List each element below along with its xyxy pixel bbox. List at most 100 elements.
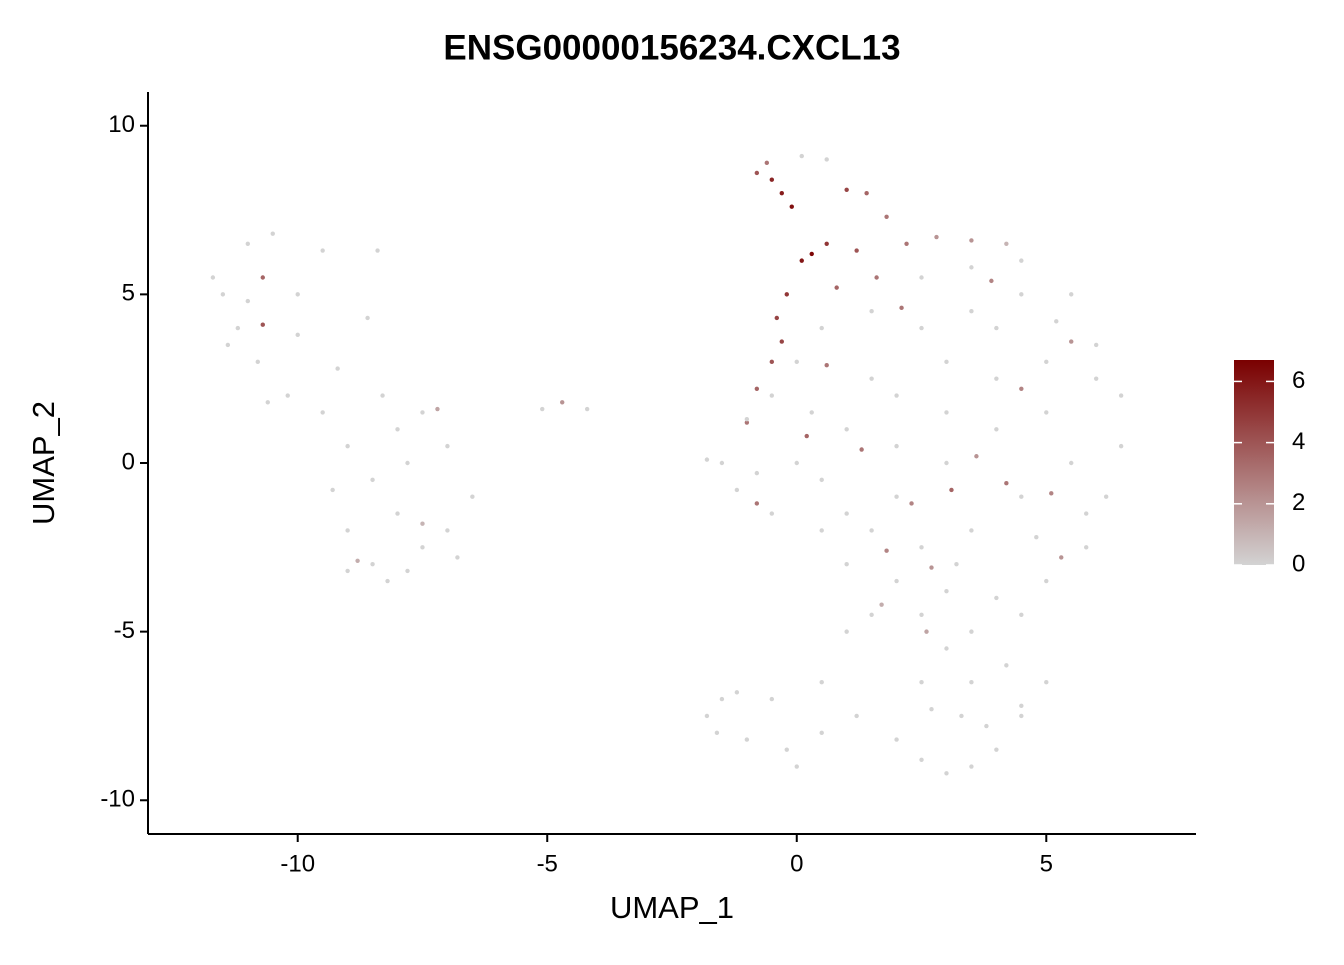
- point: [904, 241, 909, 246]
- colorbar-tick-label: 0: [1292, 550, 1305, 577]
- point: [704, 713, 710, 719]
- point: [1044, 680, 1049, 685]
- point: [719, 696, 725, 702]
- point: [1059, 555, 1064, 560]
- point: [1103, 494, 1109, 499]
- point: [769, 511, 775, 516]
- point: [345, 568, 350, 574]
- point: [919, 612, 924, 617]
- point: [844, 427, 849, 432]
- x-tick-label: 0: [790, 850, 803, 877]
- point: [944, 588, 949, 594]
- point: [994, 595, 999, 601]
- point: [445, 443, 450, 449]
- points: [210, 153, 1124, 776]
- point: [405, 460, 410, 466]
- point: [844, 187, 849, 193]
- point: [320, 248, 325, 253]
- point: [1034, 535, 1039, 540]
- point: [584, 406, 590, 412]
- point: [944, 460, 949, 466]
- y-tick-label: 5: [122, 280, 135, 307]
- colorbar-tick-label: 6: [1292, 367, 1305, 394]
- point: [799, 153, 804, 159]
- point: [894, 494, 899, 499]
- point: [345, 528, 350, 533]
- point: [994, 427, 999, 432]
- colorbar: [1234, 360, 1274, 565]
- point: [864, 190, 869, 196]
- point: [969, 764, 974, 769]
- point: [1093, 376, 1099, 381]
- point: [385, 578, 390, 584]
- point: [210, 275, 216, 280]
- point: [295, 292, 300, 297]
- point: [969, 528, 974, 533]
- point: [1004, 663, 1009, 668]
- point: [899, 305, 904, 311]
- point: [944, 771, 949, 776]
- y-axis-label: UMAP_2: [26, 401, 61, 525]
- point: [769, 393, 775, 398]
- point: [1004, 481, 1009, 486]
- point: [225, 342, 231, 348]
- point: [919, 325, 924, 331]
- x-tick-label: -5: [537, 850, 558, 877]
- point: [1019, 494, 1024, 499]
- x-tick-label: 5: [1040, 850, 1053, 877]
- point: [420, 410, 425, 415]
- point: [974, 454, 979, 459]
- point: [1019, 292, 1024, 297]
- point: [320, 410, 325, 415]
- point: [1019, 703, 1024, 709]
- point: [854, 248, 859, 253]
- point: [1019, 612, 1024, 617]
- point: [944, 410, 949, 415]
- point: [794, 764, 799, 769]
- point: [235, 325, 241, 331]
- point: [1069, 292, 1074, 297]
- point: [420, 521, 425, 526]
- point: [270, 231, 275, 236]
- point: [769, 696, 775, 702]
- point: [335, 366, 340, 371]
- point: [819, 680, 824, 685]
- point: [844, 629, 849, 634]
- point: [819, 477, 824, 483]
- point: [245, 241, 251, 246]
- point: [774, 315, 779, 321]
- point: [260, 322, 265, 327]
- point: [919, 757, 924, 762]
- point: [220, 292, 226, 297]
- point: [1049, 491, 1054, 496]
- point: [954, 561, 959, 567]
- point: [435, 406, 440, 412]
- point: [769, 177, 775, 182]
- point: [794, 359, 799, 365]
- point: [285, 393, 290, 398]
- point: [355, 558, 360, 564]
- point: [994, 747, 999, 752]
- point: [944, 646, 949, 651]
- point: [330, 487, 335, 493]
- point: [854, 713, 859, 719]
- point: [1069, 460, 1074, 466]
- point: [1069, 339, 1074, 344]
- point: [819, 528, 824, 533]
- point: [884, 214, 889, 219]
- point: [744, 420, 750, 425]
- colorbar-tick-label: 2: [1292, 489, 1305, 516]
- point: [969, 629, 974, 634]
- point: [1084, 545, 1089, 550]
- point: [779, 190, 784, 196]
- point: [1118, 393, 1124, 398]
- point: [789, 204, 794, 209]
- point: [255, 359, 260, 365]
- point: [719, 460, 725, 466]
- point: [405, 568, 410, 574]
- point: [969, 680, 974, 685]
- point: [794, 460, 799, 466]
- point: [819, 730, 824, 736]
- point: [1019, 258, 1024, 263]
- point: [1019, 713, 1024, 719]
